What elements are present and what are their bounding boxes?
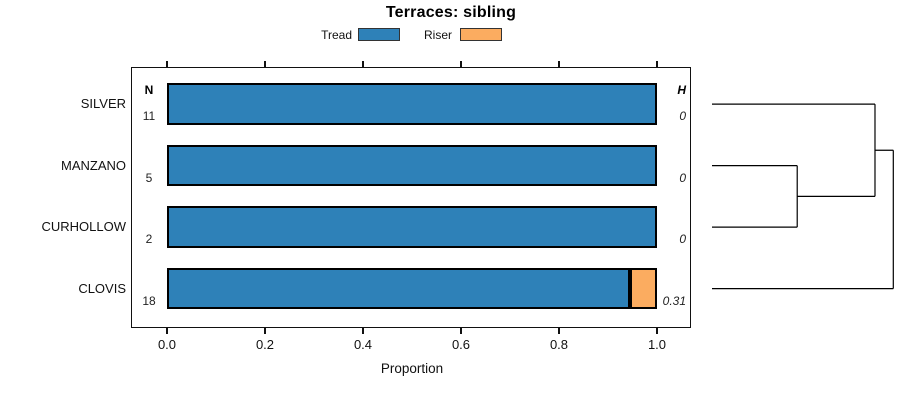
x-tick-label: 0.2 — [255, 337, 275, 352]
x-tick-top — [558, 60, 560, 67]
legend-swatch-riser — [460, 28, 502, 41]
x-tick-bottom — [362, 327, 364, 334]
x-tick-label: 0.8 — [549, 337, 569, 352]
x-tick-label: 0.4 — [353, 337, 373, 352]
x-tick-top — [460, 60, 462, 67]
x-tick-bottom — [460, 327, 462, 334]
bar-segment-tread — [167, 267, 630, 310]
legend: Tread Riser — [0, 0, 900, 46]
n-column-header: N — [144, 83, 154, 97]
category-label-manzano: MANZANO — [61, 157, 126, 173]
h-value: 0.31 — [662, 293, 686, 308]
bar-segment-tread — [167, 206, 657, 248]
legend-swatch-tread — [358, 28, 400, 41]
legend-label-riser: Riser — [423, 27, 452, 42]
h-column-header: H — [677, 83, 686, 97]
x-tick-top — [656, 60, 658, 67]
x-tick-label: 0.6 — [451, 337, 471, 352]
n-value: 18 — [142, 293, 156, 308]
n-value: 5 — [145, 170, 153, 185]
chart-title: Terraces: sibling — [385, 4, 517, 21]
x-tick-label: 0.0 — [157, 337, 177, 352]
n-value: 11 — [142, 109, 156, 124]
h-value: 0 — [679, 170, 686, 185]
x-tick-bottom — [656, 327, 658, 334]
x-tick-bottom — [558, 327, 560, 334]
category-label-curhollow: CURHOLLOW — [41, 219, 126, 235]
bar-segment-tread — [167, 83, 657, 125]
x-tick-top — [362, 60, 364, 67]
legend-label-tread: Tread — [321, 27, 352, 42]
category-label-clovis: CLOVIS — [78, 280, 126, 296]
category-label-silver: SILVER — [80, 96, 126, 112]
x-axis-title: Proportion — [380, 361, 444, 376]
x-tick-top — [264, 60, 266, 67]
n-value: 2 — [145, 232, 153, 247]
bar-segment-tread — [167, 144, 657, 187]
h-value: 0 — [679, 109, 686, 124]
bar-segment-riser — [629, 267, 657, 310]
plot-area-border — [131, 67, 691, 328]
x-tick-top — [166, 60, 168, 67]
x-tick-bottom — [264, 327, 266, 334]
x-tick-bottom — [166, 327, 168, 334]
x-tick-label: 1.0 — [647, 337, 667, 352]
h-value: 0 — [679, 232, 686, 247]
